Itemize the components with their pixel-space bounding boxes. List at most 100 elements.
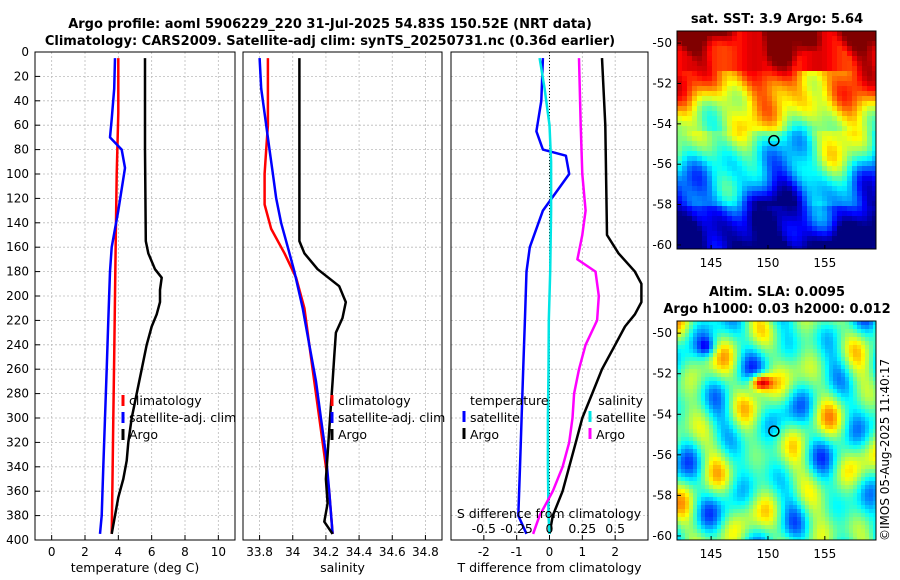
sst-map-y-tick-label: -56 <box>652 157 672 171</box>
diff-x-tick-label: 1 <box>579 545 587 559</box>
sal-x-tick-label: 33.8 <box>246 545 273 559</box>
sla-map-y-tick-label: -52 <box>652 367 672 381</box>
sla-map-title: Altim. SLA: 0.0095 <box>709 285 845 300</box>
diff-series-s-satellite <box>538 57 553 534</box>
temp-x-tick-label: 0 <box>48 545 56 559</box>
temp-x-axis-label: temperature (deg C) <box>71 560 200 575</box>
temp-series-climatology <box>110 58 120 534</box>
sal-x-tick-label: 34 <box>285 545 300 559</box>
sla-map: 145 150 155 -50 -52 -54 -56 -58 -60 <box>652 320 877 561</box>
sla-map-field <box>677 321 876 540</box>
sst-map-title: sat. SST: 3.9 Argo: 5.64 <box>691 12 863 27</box>
sal-x-tick-label: 34.2 <box>313 545 340 559</box>
y-tick-label: 100 <box>6 167 29 181</box>
diff-legend-temperature-title: temperature <box>470 393 549 408</box>
diff-x-tick-label: 0 <box>546 545 554 559</box>
sst-map-y-tick-label: -58 <box>652 198 672 212</box>
sal-legend-label: satellite-adj. clim <box>338 410 445 425</box>
temp-x-tick-label: 4 <box>115 545 123 559</box>
diff-top-tick-label: 0.25 <box>568 521 596 536</box>
temp-x-tick-label: 10 <box>211 545 226 559</box>
sla-map-y-tick-label: -58 <box>652 488 672 502</box>
diff-x-tick-label: -1 <box>511 545 523 559</box>
sla-map-argo-location-marker <box>768 425 780 437</box>
figure-title-line1: Argo profile: aoml 5906229_220 31-Jul-20… <box>68 17 592 32</box>
y-tick-label: 0 <box>21 45 29 59</box>
y-tick-label: 300 <box>6 411 29 425</box>
sla-map-y-tick-label: -50 <box>652 326 672 340</box>
temp-legend-label: satellite-adj. clim <box>129 410 236 425</box>
temp-series-argo <box>110 58 163 535</box>
diff-x-tick-label: 2 <box>611 545 619 559</box>
y-tick-label: 400 <box>6 533 29 547</box>
sla-map-x-tick-label: 155 <box>813 547 836 561</box>
sst-map-frame <box>676 30 877 250</box>
y-tick-label: 240 <box>6 338 29 352</box>
sst-map-field <box>677 31 876 249</box>
sla-map-y-tick-label: -54 <box>652 407 672 421</box>
y-tick-label: 40 <box>14 94 29 108</box>
sal-x-axis-label: salinity <box>320 560 365 575</box>
diff-legend-temp-satellite: satellite <box>470 410 520 425</box>
y-tick-label: 340 <box>6 460 29 474</box>
diff-legend-sal-satellite: satellite <box>596 410 646 425</box>
sst-map-y-tick-label: -52 <box>652 76 672 90</box>
y-tick-label: 360 <box>6 484 29 498</box>
temp-axes-frame <box>34 51 236 541</box>
sst-map-argo-location-marker <box>768 134 780 147</box>
diff-series-s-argo <box>531 58 601 535</box>
sla-map-x-tick-label: 150 <box>757 547 780 561</box>
diff-legend-temp-argo: Argo <box>470 427 499 442</box>
sal-x-tick-label: 34.8 <box>412 545 439 559</box>
sal-series-satellite-adj-clim <box>258 58 334 534</box>
diff-top-tick-label: -0.25 <box>500 521 532 536</box>
sla-map-frame <box>676 320 877 541</box>
sla-map-subtitle: Argo h1000: 0.03 h2000: 0.012 <box>663 302 890 317</box>
sla-map-y-tick-label: -60 <box>652 529 672 543</box>
diff-series-t-argo <box>548 58 643 535</box>
y-tick-label: 20 <box>14 69 29 83</box>
sst-map-y-tick-label: -60 <box>652 238 672 252</box>
temp-legend-label: Argo <box>129 427 158 442</box>
y-tick-label: 380 <box>6 509 29 523</box>
y-tick-label: 280 <box>6 387 29 401</box>
diff-x-axis-label: T difference from climatology <box>456 560 642 575</box>
temp-x-tick-label: 6 <box>148 545 156 559</box>
sal-axes-frame <box>242 51 443 541</box>
y-tick-label: 140 <box>6 216 29 230</box>
figure-title-line2: Climatology: CARS2009. Satellite-adj cli… <box>45 34 615 49</box>
y-tick-label: 200 <box>6 289 29 303</box>
temperature-profile-panel: 0 2 4 6 8 10020406080100120140160180200220240… <box>6 45 236 575</box>
y-tick-label: 120 <box>6 191 29 205</box>
sal-legend-label: Argo <box>338 427 367 442</box>
diff-top-tick-label: 0.5 <box>605 521 625 536</box>
temp-x-tick-label: 8 <box>181 545 189 559</box>
temp-series-satellite-adj-clim <box>98 58 127 535</box>
sst-map-x-tick-label: 155 <box>813 256 836 270</box>
diff-legend-sal-argo: Argo <box>596 427 625 442</box>
y-tick-label: 180 <box>6 265 29 279</box>
sal-x-tick-label: 34.6 <box>379 545 406 559</box>
y-tick-label: 60 <box>14 118 29 132</box>
y-tick-label: 160 <box>6 240 29 254</box>
y-tick-label: 220 <box>6 313 29 327</box>
sst-map-y-tick-label: -50 <box>652 36 672 50</box>
diff-top-axis-label: S difference from climatology <box>457 506 642 521</box>
sst-map-x-tick-label: 145 <box>700 256 723 270</box>
diff-top-tick-label: -0.5 <box>472 521 496 536</box>
sal-legend-label: climatology <box>338 393 411 408</box>
sst-map-y-tick-label: -54 <box>652 117 672 131</box>
diff-series-t-satellite <box>517 58 571 535</box>
sst-map-x-tick-label: 150 <box>757 256 780 270</box>
sla-map-x-tick-label: 145 <box>700 547 723 561</box>
diff-legend-salinity-title: salinity <box>598 393 643 408</box>
difference-profile-panel: -2 -1 0 1 2T difference from climatology temp… <box>450 51 649 575</box>
diff-x-tick-label: -2 <box>478 545 490 559</box>
sal-x-tick-label: 34.4 <box>346 545 373 559</box>
y-tick-label: 80 <box>14 143 29 157</box>
y-tick-label: 260 <box>6 362 29 376</box>
temp-legend-label: climatology <box>129 393 202 408</box>
y-tick-label: 320 <box>6 435 29 449</box>
diff-top-tick-label: 0 <box>546 521 554 536</box>
